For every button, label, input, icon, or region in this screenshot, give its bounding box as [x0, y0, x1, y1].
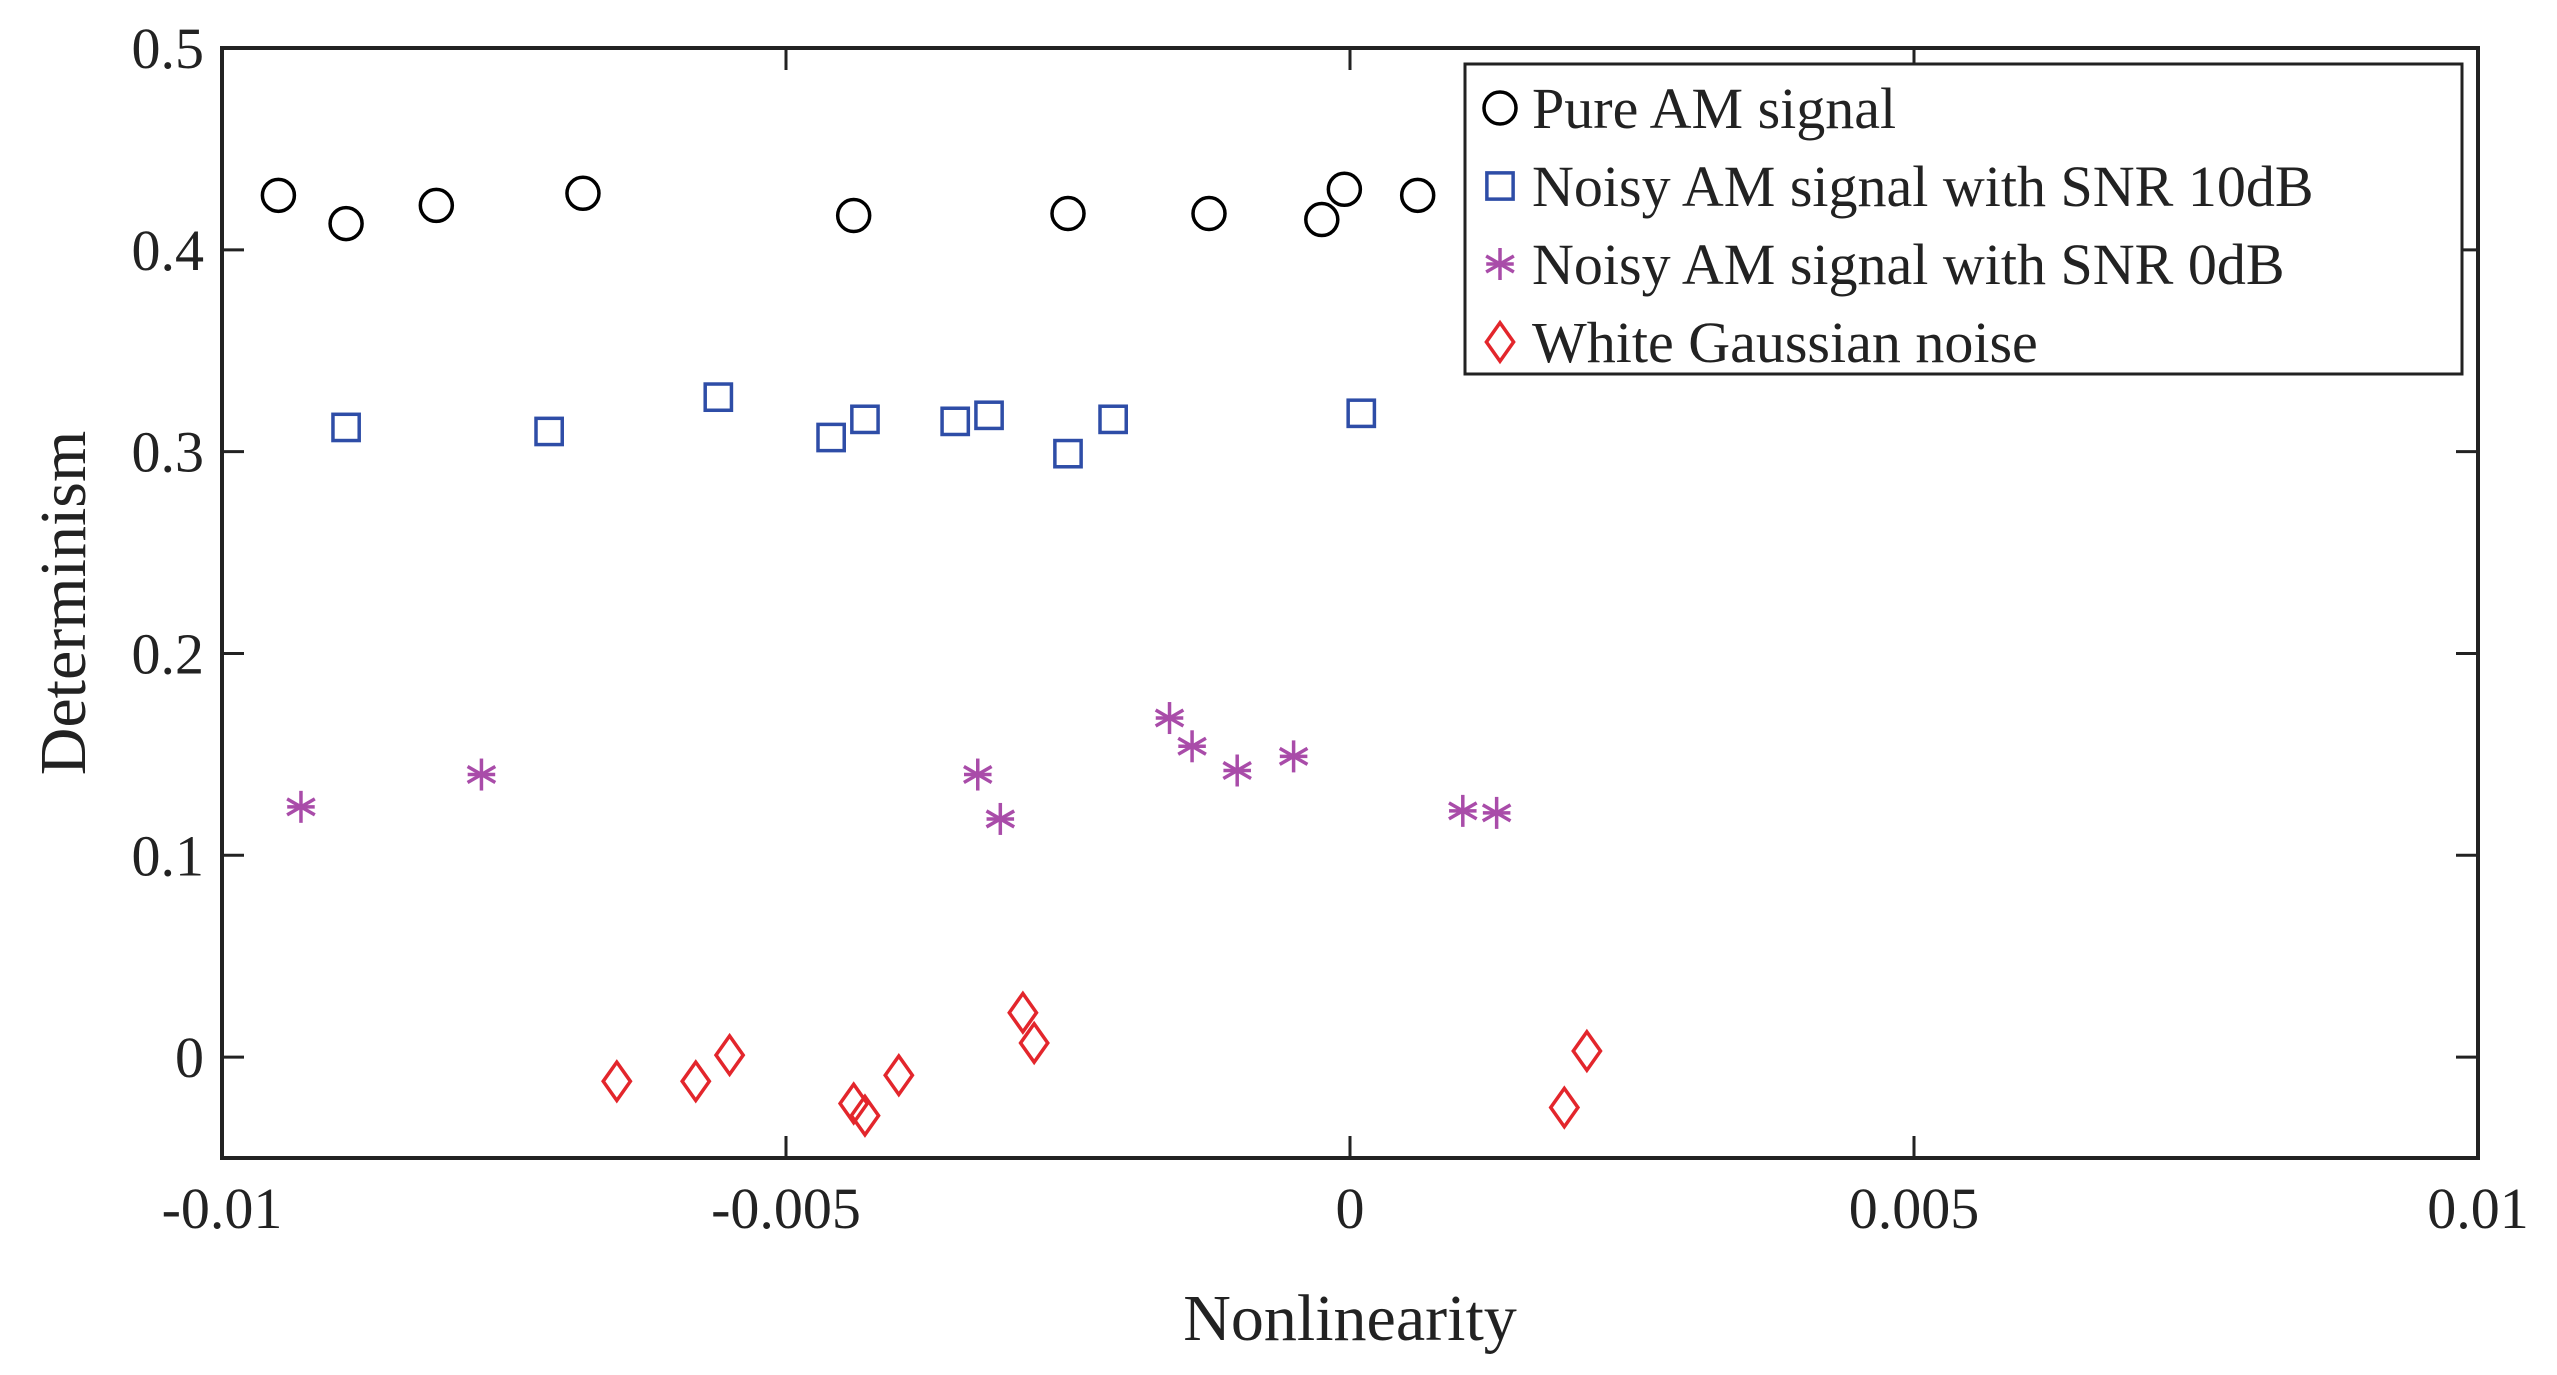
legend-marker-square	[1485, 171, 1515, 201]
data-point	[849, 1093, 881, 1138]
data-point	[835, 197, 872, 234]
legend-entry-label: White Gaussian noise	[1532, 310, 2038, 375]
data-point	[565, 175, 601, 212]
legend: Pure AM signal Noisy AM signal with SNR 1…	[1463, 62, 2464, 376]
data-point	[940, 406, 971, 437]
data-point	[1571, 1028, 1603, 1074]
data-point	[963, 758, 993, 791]
legend-marker-asterisk	[1485, 248, 1515, 280]
data-point	[1548, 1085, 1581, 1130]
data-point	[466, 758, 497, 791]
data-point	[1326, 171, 1363, 208]
data-point	[985, 802, 1016, 835]
legend-entry-label: Pure AM signal	[1532, 76, 1896, 141]
data-point	[1053, 438, 1083, 469]
series-asterisk	[286, 702, 1512, 835]
data-point	[534, 416, 564, 447]
legend-marker-circle	[1482, 90, 1518, 126]
x-tick-label: 0.01	[2427, 1176, 2529, 1241]
data-point	[1346, 398, 1377, 429]
data-point	[680, 1059, 712, 1104]
x-tick-label: -0.005	[711, 1176, 861, 1241]
series-square	[331, 382, 1377, 469]
legend-box	[1463, 62, 2464, 376]
legend-marker-diamond	[1484, 319, 1516, 365]
data-point	[1098, 404, 1128, 435]
x-tick-label: 0	[1336, 1176, 1365, 1241]
data-point	[703, 382, 734, 413]
data-point	[1481, 796, 1512, 829]
data-point	[1191, 195, 1227, 232]
data-point	[260, 177, 297, 214]
data-point	[1222, 754, 1252, 787]
data-point	[816, 422, 846, 453]
y-tick-label: 0.3	[132, 420, 205, 485]
data-point	[850, 404, 880, 435]
series-diamond	[601, 990, 1603, 1138]
data-point	[1448, 794, 1478, 827]
series-circle	[260, 171, 1436, 242]
y-tick-label: 0.5	[132, 16, 205, 81]
x-axis-label: Nonlinearity	[1183, 1282, 1517, 1355]
y-tick-label: 0.2	[132, 621, 205, 686]
y-tick-label: 0.1	[132, 823, 205, 888]
y-tick-label: 0.4	[132, 218, 205, 283]
legend-entry-label: Noisy AM signal with SNR 10dB	[1532, 154, 2314, 219]
data-point	[1018, 1020, 1050, 1066]
legend-entry-label: Noisy AM signal with SNR 0dB	[1532, 232, 2285, 297]
data-point	[418, 187, 455, 224]
data-point	[286, 790, 316, 823]
data-point	[1177, 730, 1207, 763]
y-axis-label: Determinism	[27, 431, 100, 776]
y-tick-label: 0	[175, 1025, 204, 1090]
x-tick-label: -0.01	[162, 1176, 283, 1241]
data-point	[713, 1032, 746, 1078]
data-point	[1007, 990, 1039, 1035]
data-point	[1154, 702, 1185, 735]
data-point	[1399, 177, 1436, 214]
data-point	[1050, 195, 1086, 232]
data-point	[328, 205, 364, 242]
data-point	[601, 1059, 633, 1104]
data-point	[974, 400, 1004, 431]
data-point	[1304, 201, 1340, 238]
data-point	[331, 412, 361, 443]
x-tick-label: 0.005	[1849, 1176, 1980, 1241]
data-point	[1278, 740, 1309, 773]
data-point	[883, 1053, 915, 1098]
